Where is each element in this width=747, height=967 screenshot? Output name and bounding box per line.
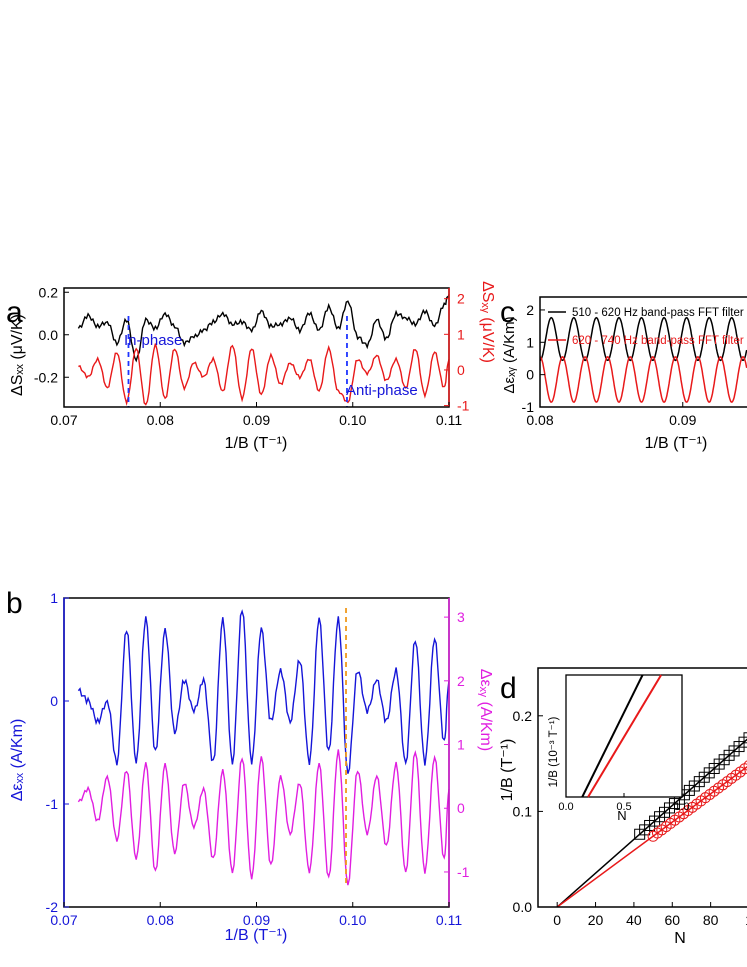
panel-b-series-0 bbox=[77, 609, 450, 774]
panel-d-xlabel: N bbox=[674, 930, 686, 947]
panel-c-axes: 0.08 0.09 -1 0 1 2 bbox=[522, 296, 747, 428]
panel-b-xlabel: 1/B (T⁻¹) bbox=[225, 927, 288, 944]
panel-a-ytick-left-label: 0.0 bbox=[39, 327, 59, 343]
panel-c-xtick-label: 0.08 bbox=[526, 412, 553, 428]
panel-d-xtick-label: 80 bbox=[703, 912, 719, 928]
panel-d-inset: 0.0 0.5 1.0 bbox=[558, 674, 690, 813]
panel-d-ytick-label: 0.1 bbox=[513, 803, 533, 819]
panel-b-xtick-label: 0.08 bbox=[147, 912, 174, 928]
legend-label-red: 620 - 740 Hz band-pass FFT filter bbox=[572, 335, 744, 347]
panel-b-plot bbox=[77, 608, 450, 887]
panel-a-xtick-label: 0.07 bbox=[50, 412, 77, 428]
panel-b-axes-frame bbox=[63, 597, 450, 908]
panel-b-ytick-left-label: 1 bbox=[50, 590, 58, 606]
inset-xlabel: N bbox=[617, 808, 626, 823]
panel-a-series-0 bbox=[77, 294, 450, 363]
inset-ylabel: 1/B (10⁻³ T⁻¹) bbox=[548, 716, 560, 787]
panel-a-plot bbox=[77, 294, 450, 407]
panel-d-xtick-label: 1 bbox=[745, 912, 747, 928]
panel-letter-b: b bbox=[6, 587, 23, 620]
panel-c: 0.08 0.09 -1 0 1 2 510 - 620 Hz band-pass FFT… bbox=[501, 296, 747, 452]
panel-d-xtick-label: 40 bbox=[626, 912, 642, 928]
panel-c-xlabel: 1/B (T⁻¹) bbox=[645, 435, 708, 452]
panel-a-ytick-left-label: -0.2 bbox=[34, 369, 58, 385]
panel-b-xtick-label: 0.10 bbox=[339, 912, 366, 928]
panel-c-xtick-label: 0.09 bbox=[669, 412, 696, 428]
panel-c-axes-frame bbox=[539, 296, 747, 408]
panel-a-annotation-inphase: In-phase bbox=[124, 332, 182, 349]
panel-b-xtick-label: 0.11 bbox=[436, 912, 462, 928]
panel-a-ytick-right-label: 2 bbox=[457, 291, 465, 307]
panel-d-point bbox=[743, 732, 747, 744]
panel-c-ytick-label: 2 bbox=[526, 302, 534, 318]
panel-a-ylabel-right: ΔSₓᵧ (μV/K) bbox=[479, 281, 496, 363]
panel-letter-c: c bbox=[500, 296, 515, 329]
panel-a-ytick-right-label: 0 bbox=[457, 362, 465, 378]
panel-a-ytick-left-label: 0.2 bbox=[39, 284, 59, 300]
panel-a-xtick-label: 0.09 bbox=[243, 412, 270, 428]
panel-a-series-1 bbox=[78, 343, 450, 406]
panel-b-ylabel-left: Δεₓₓ (A/Km) bbox=[9, 719, 26, 802]
panel-b-series-1 bbox=[77, 749, 450, 886]
panel-letter-a: a bbox=[6, 296, 23, 329]
panel-b-ylabel-right: Δεₓᵧ (A/Km) bbox=[477, 669, 494, 751]
panel-b-ytick-right-label: 0 bbox=[457, 800, 465, 816]
panel-d-xtick-label: 60 bbox=[664, 912, 680, 928]
inset-xtick-label: 1.0 bbox=[674, 801, 689, 813]
panel-a-ylabel-left: ΔSₓₓ (μV/K) bbox=[9, 314, 26, 396]
inset-xtick-label: 0.5 bbox=[616, 801, 631, 813]
panel-d-xtick-label: 20 bbox=[588, 912, 604, 928]
panel-d-ylabel: 1/B (T⁻¹) bbox=[499, 739, 516, 802]
panel-b-ytick-right-label: 1 bbox=[457, 737, 465, 753]
inset-line-1 bbox=[587, 674, 662, 798]
panel-c-plot bbox=[539, 316, 747, 403]
panel-a-xlabel: 1/B (T⁻¹) bbox=[225, 435, 288, 452]
panel-c-ylabel: Δεₓᵧ (A/Km) bbox=[501, 316, 518, 393]
panel-a-xtick-label: 0.10 bbox=[339, 412, 366, 428]
panel-a-ytick-right-label: 1 bbox=[457, 326, 465, 342]
panel-b-ytick-left-label: 0 bbox=[50, 693, 58, 709]
panel-b-ytick-left-label: -1 bbox=[46, 796, 59, 812]
panel-a-axes: 0.07 0.08 0.09 0.10 0.11 -0.2 0.0 0.2 -1 0 1 2 bbox=[34, 284, 470, 428]
panel-a-annotation-antiphase: Anti-phase bbox=[346, 382, 418, 399]
inset-xtick-label: 0.0 bbox=[558, 801, 573, 813]
panel-b-ytick-left-label: -2 bbox=[46, 899, 59, 915]
panel-d-ytick-label: 0.0 bbox=[513, 899, 533, 915]
panel-d-xtick-label: 0 bbox=[553, 912, 561, 928]
panel-a: 0.07 0.08 0.09 0.10 0.11 -0.2 0.0 0.2 -1 0 1 2 In-p… bbox=[9, 281, 496, 452]
panel-b-ytick-right-label: -1 bbox=[457, 864, 470, 880]
panel-a-ytick-right-label: -1 bbox=[457, 398, 470, 414]
panel-c-ytick-label: -1 bbox=[522, 399, 535, 415]
panel-b-xtick-label: 0.09 bbox=[243, 912, 270, 928]
panel-d-fit-0 bbox=[556, 738, 747, 908]
panel-b-xtick-label: 0.07 bbox=[50, 912, 77, 928]
panel-a-xtick-label: 0.08 bbox=[147, 412, 174, 428]
panel-d: 0 20 40 60 80 1 0.0 0.1 0.2 0.0 0.5 1.0 N 1/B (T⁻¹… bbox=[499, 667, 747, 947]
legend-label-black: 510 - 620 Hz band-pass FFT filter bbox=[572, 307, 744, 319]
panel-b: 0.07 0.08 0.09 0.10 0.11 -2 -1 0 1 -1 0 1 2 3 1/B (T⁻… bbox=[9, 590, 494, 944]
panel-d-plot bbox=[556, 732, 747, 908]
panel-c-legend: 510 - 620 Hz band-pass FFT filter 620 - … bbox=[548, 307, 744, 347]
panel-b-axes: 0.07 0.08 0.09 0.10 0.11 -2 -1 0 1 -1 0 1 2 3 bbox=[46, 590, 470, 928]
panel-letter-d: d bbox=[500, 672, 517, 705]
panel-d-point bbox=[743, 760, 747, 771]
panel-c-ytick-label: 0 bbox=[526, 367, 534, 383]
panel-c-series-1 bbox=[539, 356, 747, 403]
panel-c-series-0 bbox=[539, 316, 747, 362]
panel-d-axes-frame bbox=[537, 667, 747, 908]
panel-b-ytick-right-label: 3 bbox=[457, 609, 465, 625]
panel-c-ytick-label: 1 bbox=[526, 334, 534, 350]
panel-b-ytick-right-label: 2 bbox=[457, 673, 465, 689]
panel-a-xtick-label: 0.11 bbox=[436, 412, 462, 428]
panel-d-axes: 0 20 40 60 80 1 0.0 0.1 0.2 bbox=[513, 667, 747, 928]
panel-d-ytick-label: 0.2 bbox=[513, 708, 533, 724]
inset-line-0 bbox=[581, 674, 644, 798]
